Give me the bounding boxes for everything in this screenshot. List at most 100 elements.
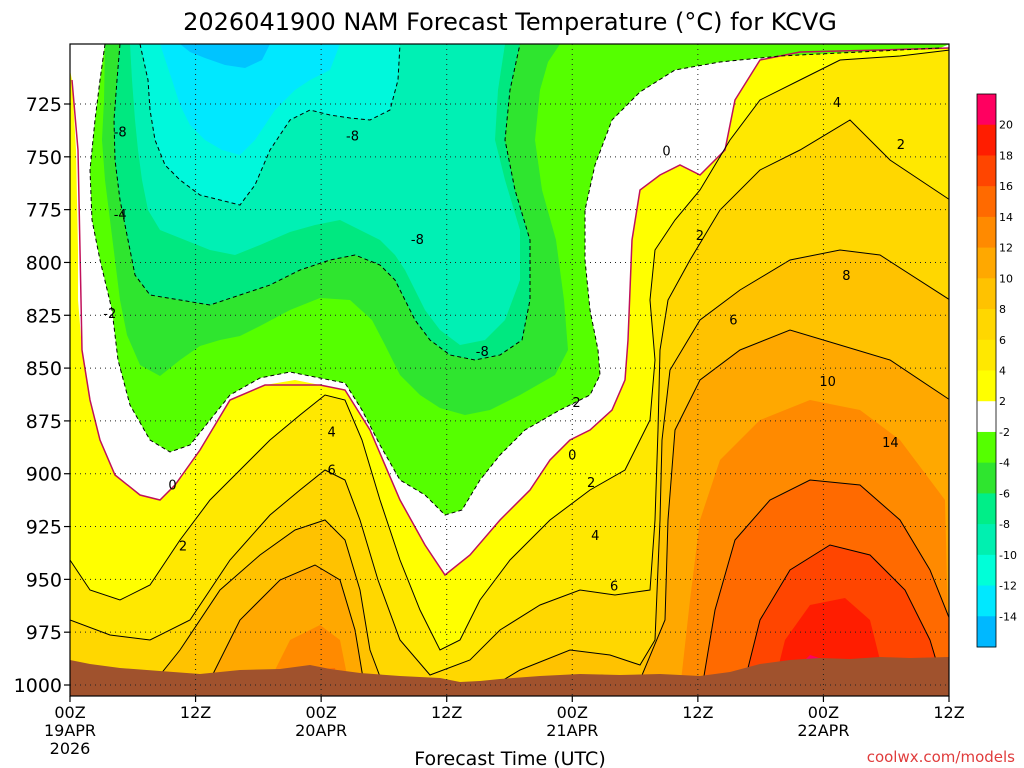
colorbar-swatch (977, 94, 996, 126)
colorbar-swatch (977, 401, 996, 433)
colorbar-swatch (977, 524, 996, 556)
colorbar-label: 20 (999, 119, 1013, 132)
contour-label: 0 (168, 478, 176, 493)
colorbar-swatch (977, 554, 996, 587)
contour-label: 2 (587, 476, 595, 491)
contour-label: 2 (179, 540, 187, 555)
colorbar-swatch (977, 124, 996, 156)
colorbar-label: -12 (999, 580, 1017, 593)
contour-label: 4 (833, 96, 841, 111)
contour-label: 6 (610, 580, 618, 595)
y-tick-label: 900 (26, 464, 62, 486)
contour-label: 4 (591, 529, 599, 544)
contour-label: 6 (729, 313, 737, 328)
y-tick-label: 800 (26, 252, 62, 274)
x-tick-label: 00Z (305, 703, 336, 722)
contour-line (142, 249, 949, 696)
colorbar-swatch (977, 309, 996, 341)
colorbar-label: -6 (999, 487, 1010, 500)
colorbar-swatch (977, 339, 996, 371)
y-tick-label: 925 (26, 517, 62, 539)
contour-line (70, 49, 949, 651)
contour-label: 14 (882, 436, 899, 451)
colorbar-label: 16 (999, 180, 1013, 193)
y-tick-label: 750 (26, 147, 62, 169)
x-tick-date: 19APR (44, 721, 96, 740)
colorbar-label: -8 (999, 518, 1010, 531)
colorbar-swatch (977, 616, 996, 648)
y-tick-label: 975 (26, 622, 62, 644)
x-tick-label: 12Z (682, 703, 713, 722)
y-tick-label: 775 (26, 200, 62, 222)
y-tick-label: 725 (26, 94, 62, 116)
colorbar-label: -10 (999, 549, 1017, 562)
x-tick-date: 20APR (295, 721, 347, 740)
colorbar-label: 4 (999, 365, 1006, 378)
x-tick-label: 12Z (431, 703, 462, 722)
colorbar-swatch (977, 585, 996, 617)
colorbar-swatch (977, 186, 996, 218)
y-axis: 725 750 775 800 825 850 875 900 925 950 975 1000 (14, 94, 70, 697)
y-tick-label: 950 (26, 569, 62, 591)
colorbar-swatch (977, 493, 996, 525)
contour-zero-line (71, 47, 949, 577)
colorbar-label: 8 (999, 303, 1006, 316)
temperature-field (70, 44, 949, 696)
contour-label: -8 (114, 125, 127, 140)
colorbar-label: -2 (999, 426, 1010, 439)
contour-line-negative (89, 44, 941, 516)
contour-label: 8 (842, 269, 850, 284)
contour-label: 0 (662, 144, 670, 159)
contour-label: 2 (696, 229, 704, 244)
chart-title: 2026041900 NAM Forecast Temperature (°C)… (183, 8, 837, 36)
x-tick-label: 00Z (808, 703, 839, 722)
colorbar-swatch (977, 155, 996, 187)
contour-line (700, 479, 949, 696)
colorbar-swatch (977, 247, 996, 279)
colorbar-swatch (977, 431, 996, 464)
colorbar-swatch (977, 278, 996, 310)
colorbar-label: -4 (999, 457, 1010, 470)
colorbar-swatch (977, 216, 996, 249)
x-tick-year: 2026 (50, 739, 91, 758)
x-tick-label: 12Z (180, 703, 211, 722)
contour-label: 6 (327, 464, 335, 479)
colorbar-swatch (977, 462, 996, 494)
contour-label: 2 (572, 396, 580, 411)
contour-label: 10 (819, 375, 836, 390)
x-tick-label: 00Z (557, 703, 588, 722)
contour-label: 2 (897, 138, 905, 153)
contour-line (70, 119, 949, 676)
contour-label: 4 (327, 425, 335, 440)
x-tick-label: 12Z (933, 703, 964, 722)
terrain (70, 657, 949, 696)
colorbar-label: 12 (999, 242, 1013, 255)
colorbar-frame (976, 93, 997, 648)
band-minus12-minus14 (160, 44, 340, 155)
contour-line-negative (139, 44, 401, 206)
colorbar-label: 14 (999, 211, 1013, 224)
plot-frame (69, 43, 950, 697)
x-tick-label: 00Z (54, 703, 85, 722)
contour-label: -8 (476, 345, 489, 360)
y-tick-label: 875 (26, 411, 62, 433)
contour-label: 0 (568, 449, 576, 464)
contour-label: -8 (411, 233, 424, 248)
colorbar-label: 2 (999, 395, 1006, 408)
colorbar: 20 18 16 14 12 10 8 6 4 2 -2 -4 -6 -8 -10 -12 -14 (976, 93, 1017, 648)
y-tick-label: 850 (26, 358, 62, 380)
x-tick-date: 21APR (546, 721, 598, 740)
contour-label: -2 (103, 307, 116, 322)
y-tick-label: 1000 (14, 675, 62, 697)
y-tick-label: 825 (26, 305, 62, 327)
band-minus14-minus16 (180, 44, 270, 68)
colorbar-label: -14 (999, 610, 1017, 623)
credit-link[interactable]: coolwx.com/models (867, 748, 1015, 766)
x-axis-title: Forecast Time (UTC) (414, 748, 605, 768)
colorbar-label: 6 (999, 334, 1006, 347)
colorbar-swatch (977, 370, 996, 402)
contour-label: -4 (114, 208, 127, 223)
